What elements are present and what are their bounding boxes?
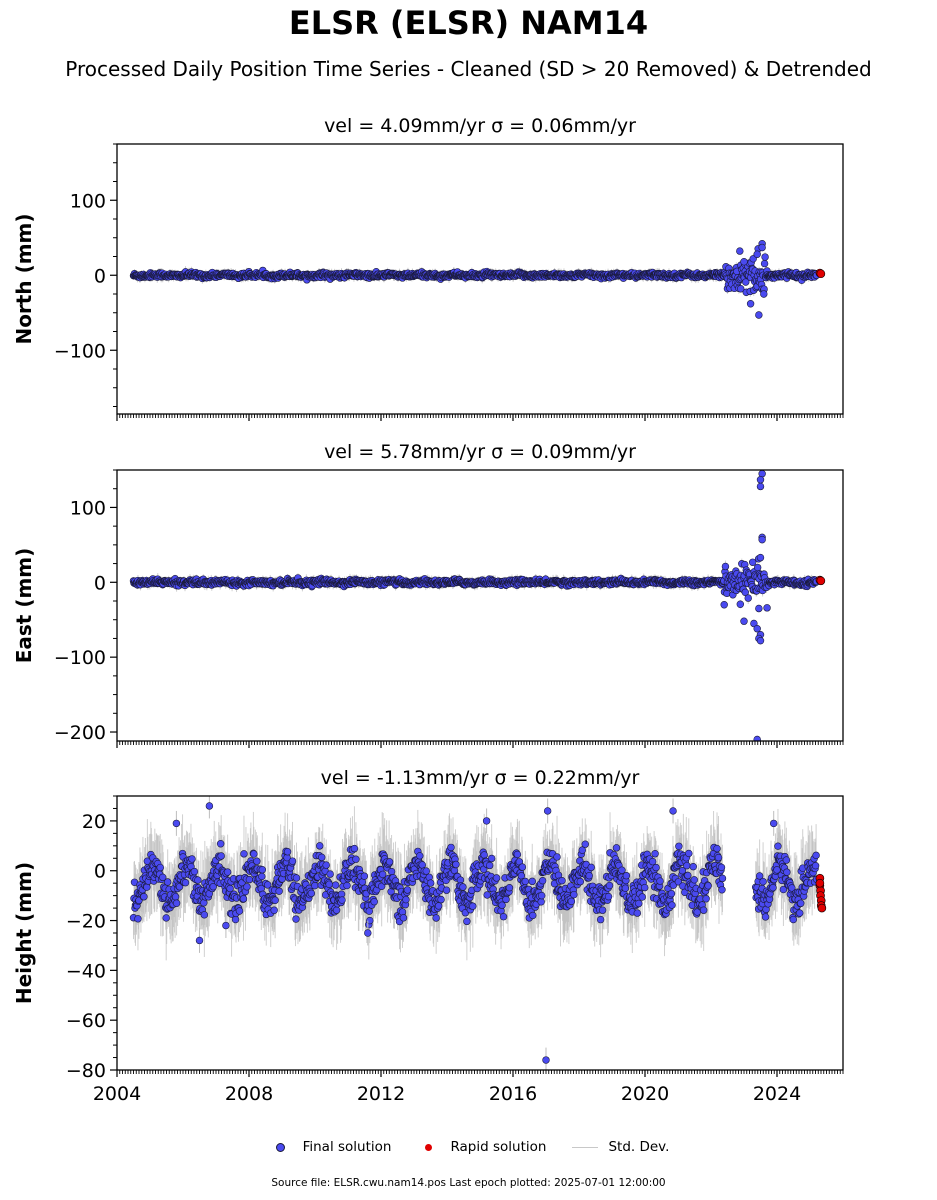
final-point — [761, 253, 769, 261]
y-tick-label: 100 — [70, 190, 106, 212]
outlier-point — [758, 243, 766, 252]
series-final — [129, 240, 826, 319]
chart-title: ELSR (ELSR) NAM14 — [288, 4, 649, 42]
panel-title: vel = 5.78mm/yr σ = 0.09mm/yr — [324, 441, 636, 463]
chart-subtitle: Processed Daily Position Time Series - C… — [65, 57, 872, 81]
final-point — [760, 259, 769, 268]
y-tick-label: 0 — [94, 265, 106, 287]
outlier-point — [736, 285, 745, 293]
series-final — [129, 470, 826, 741]
outlier-point — [740, 258, 748, 266]
rapid-point — [816, 269, 826, 279]
outlier-point — [760, 290, 768, 298]
outlier-point — [755, 311, 763, 319]
y-axis-label: East (mm) — [12, 548, 36, 664]
panel-0: vel = 4.09mm/yr σ = 0.06mm/yr North (mm)−… — [12, 115, 844, 421]
outlier-point — [746, 300, 755, 308]
y-axis-label: North (mm) — [12, 213, 36, 344]
outlier-point — [753, 250, 761, 258]
final-point — [736, 247, 744, 255]
panel-title: vel = 4.09mm/yr σ = 0.06mm/yr — [324, 115, 636, 137]
y-tick-label: −100 — [54, 340, 106, 362]
